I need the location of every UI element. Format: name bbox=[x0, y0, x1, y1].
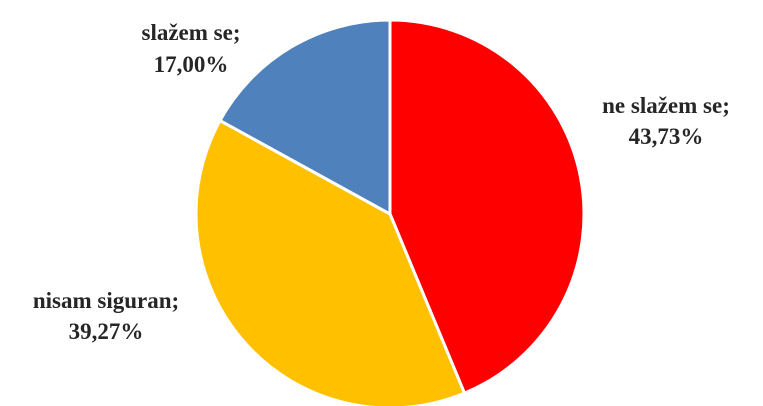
pie-slice-slazem-se bbox=[218, 18, 392, 216]
data-label-ne-slazem-se: ne slažem se; 43,73% bbox=[602, 93, 730, 149]
data-label-name: nisam siguran; bbox=[33, 288, 179, 313]
data-label-slazem-se: slažem se; 17,00% bbox=[142, 20, 241, 77]
data-label-name: ne slažem se; bbox=[602, 93, 730, 118]
data-label-value: 43,73% bbox=[629, 124, 704, 149]
pie-slice-ne-slazem-se bbox=[388, 18, 586, 395]
data-label-value: 17,00% bbox=[154, 52, 229, 77]
data-label-value: 39,27% bbox=[69, 319, 144, 344]
data-label-name: slažem se; bbox=[142, 20, 241, 45]
data-label-nisam-siguran: nisam siguran; 39,27% bbox=[33, 288, 179, 344]
pie-slices bbox=[194, 18, 586, 406]
pie-slice-nisam-siguran bbox=[194, 119, 466, 406]
